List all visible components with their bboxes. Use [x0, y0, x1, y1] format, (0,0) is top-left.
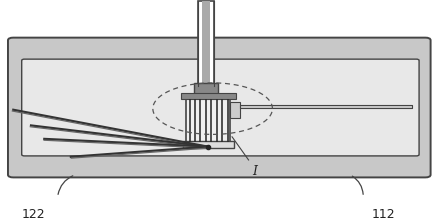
Text: 122: 122 — [22, 208, 46, 221]
FancyBboxPatch shape — [186, 94, 230, 142]
FancyBboxPatch shape — [230, 102, 240, 118]
FancyBboxPatch shape — [198, 1, 214, 86]
FancyBboxPatch shape — [183, 141, 234, 148]
FancyBboxPatch shape — [194, 83, 218, 94]
Text: 112: 112 — [372, 208, 396, 221]
FancyBboxPatch shape — [202, 1, 210, 86]
FancyBboxPatch shape — [240, 105, 412, 108]
Text: I: I — [253, 165, 257, 178]
FancyBboxPatch shape — [22, 59, 419, 156]
FancyBboxPatch shape — [181, 93, 236, 99]
FancyBboxPatch shape — [8, 38, 431, 177]
